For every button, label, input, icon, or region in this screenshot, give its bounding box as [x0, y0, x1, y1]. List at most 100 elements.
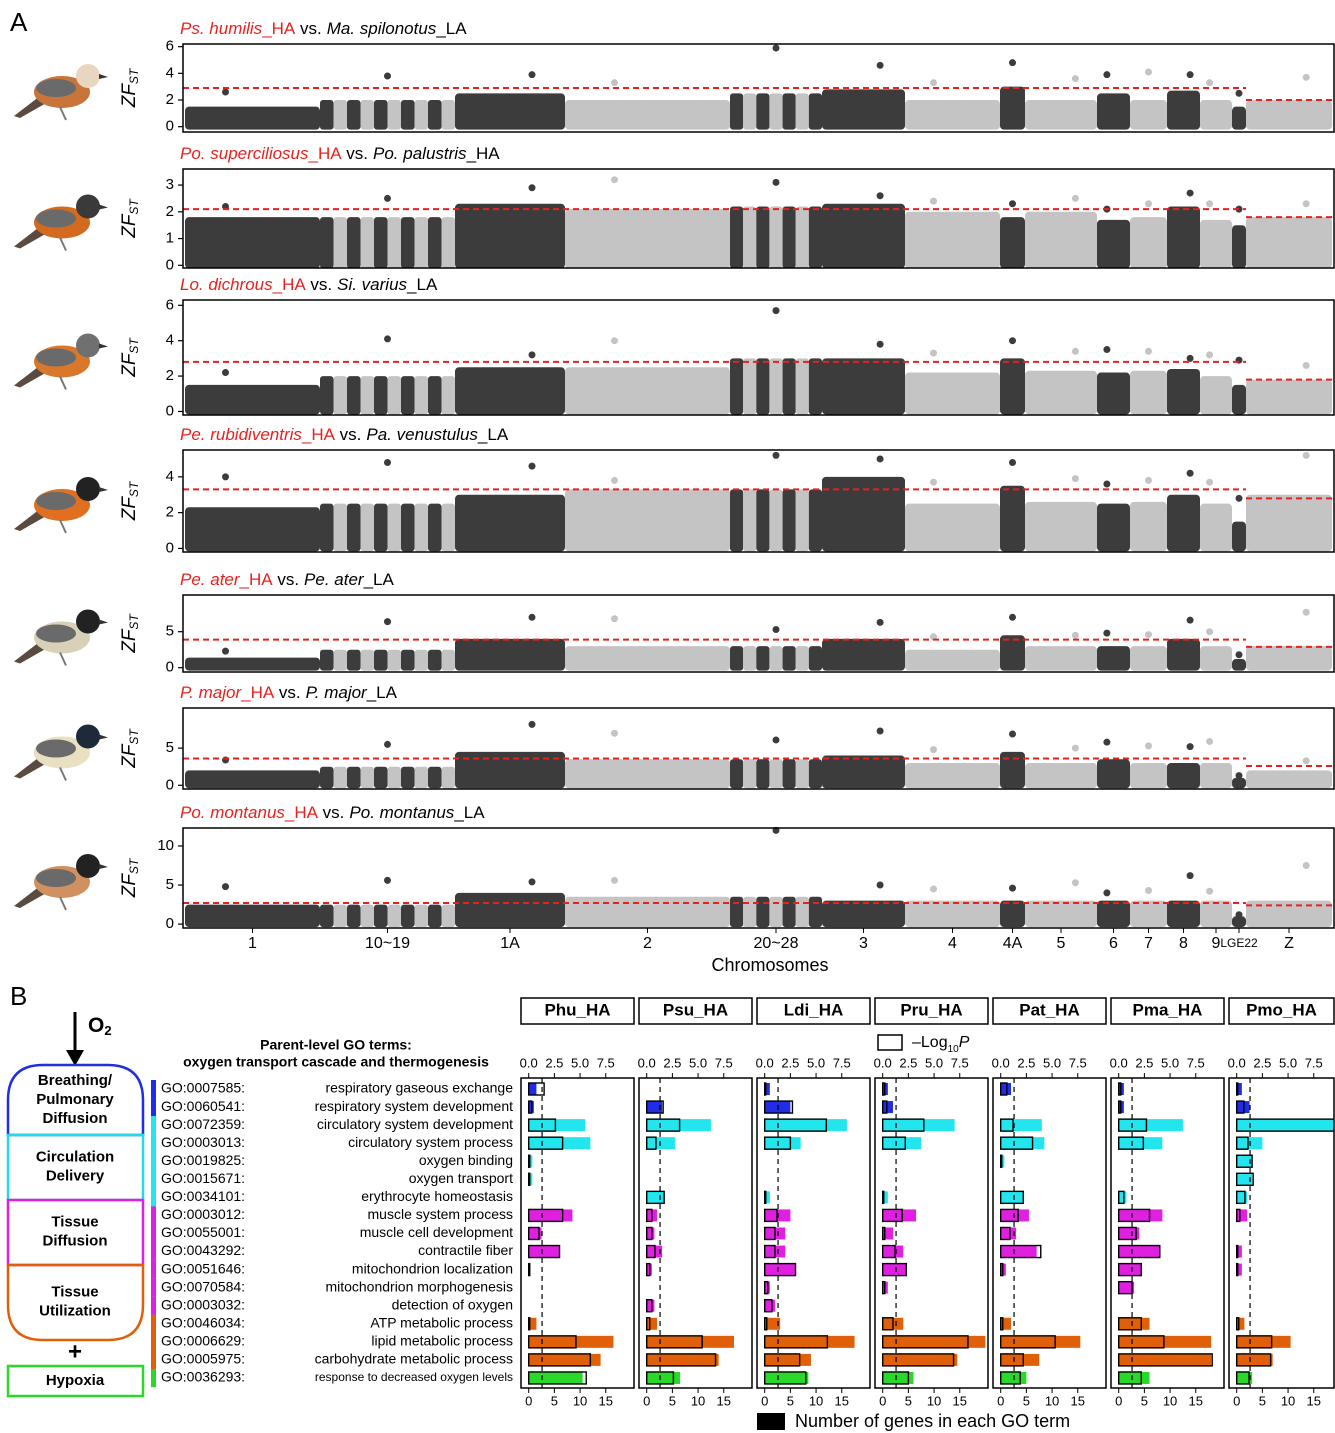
chromosome-cloud [1025, 100, 1097, 130]
chromosome-cloud [374, 905, 388, 928]
peak-point [611, 79, 618, 86]
chromosome-cloud [743, 206, 756, 268]
peak-point [1236, 911, 1243, 918]
peak-point [1009, 731, 1016, 738]
neg-log-p-bar [529, 1173, 530, 1185]
title-la-species: Si. varius [337, 275, 407, 294]
gene-count-bar [1119, 1191, 1127, 1203]
go-name: respiratory gaseous exchange [325, 1080, 513, 1096]
x-tick-label: 0 [879, 1393, 886, 1408]
bird-head [76, 64, 100, 88]
facet-title: Phu_HA [544, 1000, 610, 1019]
chromosome-cloud [783, 489, 796, 551]
bird-leg [60, 238, 66, 251]
process-box-label: Tissue [51, 1213, 98, 1230]
chromosome-cloud [769, 93, 782, 129]
legend-genes: Number of genes in each GO term [795, 1411, 1070, 1431]
category-strip [151, 1369, 156, 1387]
legend-logp-pre: –Log [912, 1034, 948, 1051]
chromosome-cloud [743, 93, 756, 129]
peak-point [1009, 459, 1016, 466]
chromosome-cloud [347, 376, 361, 414]
x-tick-label: 15 [1071, 1393, 1085, 1408]
gene-count-bar [1237, 1336, 1291, 1348]
chromosome-cloud [796, 897, 809, 927]
chromosome-cloud [783, 759, 796, 788]
neg-log-p-bar [765, 1083, 766, 1095]
peak-point [930, 350, 937, 357]
x-tick-label: 15 [835, 1393, 849, 1408]
peak-point [877, 62, 884, 69]
y-tick-label: 2 [166, 203, 174, 220]
o2-sub: 2 [104, 1023, 111, 1038]
bird-head [76, 610, 100, 634]
gene-count-bar [1237, 1318, 1245, 1330]
y-tick-label: 1 [166, 230, 174, 247]
panel-title: Lo. dichrous_HAvs.Si. varius_LA [180, 275, 438, 294]
chromosome-cloud [1000, 486, 1025, 552]
chromosome-cloud [756, 489, 769, 551]
y-tick-label: 0 [166, 402, 174, 419]
chromosome-cloud [565, 759, 730, 788]
gene-count-bar [529, 1336, 614, 1348]
go-name: contractile fiber [418, 1242, 513, 1258]
chromosome-cloud [756, 93, 769, 129]
peak-point [1303, 362, 1310, 369]
peak-point [1145, 200, 1152, 207]
gene-count-bar [1001, 1354, 1040, 1366]
title-vs: vs. [346, 144, 368, 163]
peak-point [222, 473, 229, 480]
y-tick-label: 5 [166, 876, 174, 893]
y-tick-label: 2 [166, 367, 174, 384]
go-id: GO:0036293: [161, 1369, 245, 1385]
chromosome-cloud [1246, 646, 1332, 671]
chromosome-cloud [769, 489, 782, 551]
bird-leg [60, 377, 66, 390]
peak-point [611, 477, 618, 484]
chromosome-cloud [1025, 502, 1097, 552]
category-strip [151, 1351, 156, 1369]
x-tick-label: 0 [643, 1393, 650, 1408]
bird-wing [36, 79, 76, 97]
facet-bars [883, 1078, 986, 1388]
process-box-label: Pulmonary [36, 1091, 114, 1108]
chromosome-cloud [334, 100, 348, 130]
x-tick-label: 10 [1281, 1393, 1295, 1408]
x2-tick-label: 0.0 [638, 1055, 656, 1070]
chromosome-cloud [822, 901, 905, 927]
figure: A B Ps. humilis_HAvs.Ma. spilonotus_LAZF… [0, 0, 1335, 1433]
go-name: muscle cell development [360, 1224, 513, 1240]
gene-count-bar [1001, 1336, 1081, 1348]
x-tick-label: 7 [1144, 935, 1153, 952]
peak-point [529, 721, 536, 728]
gene-count-bar [883, 1101, 893, 1113]
peak-point [930, 479, 937, 486]
peak-point [1072, 475, 1079, 482]
y-axis-label-main: ZF [119, 496, 140, 522]
chromosome-cloud [796, 358, 809, 414]
x-tick-label: 15 [599, 1393, 613, 1408]
go-name: circulatory system process [348, 1134, 513, 1150]
go-id: GO:0046034: [161, 1314, 245, 1330]
y-axis-label: ZFST [119, 613, 141, 654]
gene-count-bar [1237, 1101, 1250, 1113]
go-name: circulatory system development [317, 1116, 513, 1132]
y-axis-label-sub: ST [127, 337, 141, 354]
y-axis-label-sub: ST [127, 67, 141, 84]
chromosome-cloud [401, 650, 415, 671]
peak-point [1145, 477, 1152, 484]
x2-tick-label: 2.5 [899, 1055, 917, 1070]
chromosome-cloud [905, 650, 1000, 671]
chromosome-cloud [1000, 217, 1025, 268]
chromosome-cloud [388, 100, 402, 130]
chromosome-cloud [1025, 371, 1097, 415]
title-vs: vs. [277, 570, 299, 589]
chromosome-cloud [1200, 763, 1232, 788]
peak-point [1303, 862, 1310, 869]
go-name: respiratory system development [315, 1098, 514, 1114]
bird-beak [99, 344, 108, 349]
peak-point [529, 878, 536, 885]
chromosome-cloud [415, 650, 429, 671]
chromosome-cloud [347, 100, 361, 130]
peak-point [529, 351, 536, 358]
